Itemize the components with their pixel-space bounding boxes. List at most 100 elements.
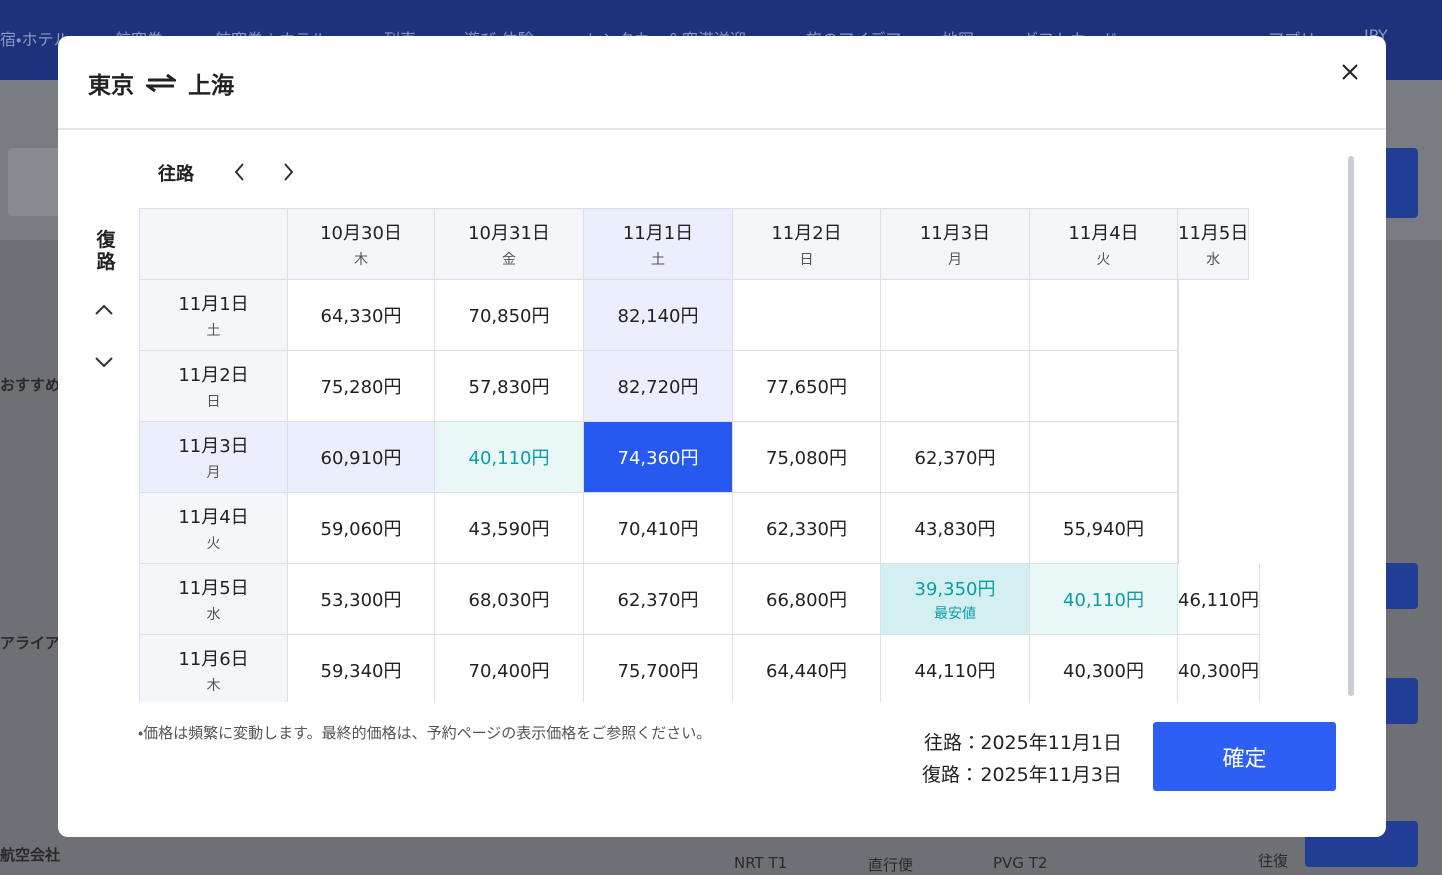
- price: 66,800円: [766, 590, 847, 611]
- down-button[interactable]: [92, 352, 116, 372]
- price: 40,300円: [1178, 661, 1259, 682]
- date: 11月5日: [178, 578, 249, 599]
- side-label: おすすめ: [0, 376, 61, 394]
- up-button[interactable]: [92, 300, 116, 320]
- price-cell[interactable]: 75,080円: [733, 422, 881, 493]
- price-cell[interactable]: 62,370円: [881, 422, 1030, 493]
- price: 70,410円: [617, 519, 699, 540]
- row-header: 11月4日火: [139, 493, 288, 564]
- price: 70,400円: [468, 661, 550, 682]
- price-cell: [1178, 493, 1179, 564]
- price-cell[interactable]: 40,110円: [1030, 564, 1178, 635]
- price-cell: [1030, 422, 1178, 493]
- price-cell[interactable]: 40,110円: [435, 422, 584, 493]
- date: 11月3日: [178, 436, 249, 457]
- price-cell[interactable]: 40,300円: [1178, 635, 1260, 702]
- price-cell[interactable]: 53,300円: [288, 564, 435, 635]
- price: 43,830円: [914, 519, 996, 540]
- price-cell[interactable]: 75,280円: [288, 351, 435, 422]
- price-cell[interactable]: 43,590円: [435, 493, 584, 564]
- price: 62,330円: [766, 519, 847, 540]
- price: 68,030円: [468, 590, 550, 611]
- price-cell[interactable]: 60,910円: [288, 422, 435, 493]
- price: 75,080円: [766, 448, 847, 469]
- destination: 上海: [188, 73, 234, 99]
- return-label: 復路: [96, 229, 116, 273]
- date: 11月3日: [919, 223, 991, 244]
- price-cell[interactable]: 66,800円: [733, 564, 881, 635]
- weekday: 木: [206, 678, 221, 694]
- price-cell: [1030, 280, 1178, 351]
- price-cell[interactable]: 70,410円: [584, 493, 733, 564]
- price-cell: [881, 351, 1030, 422]
- price-cell[interactable]: 68,030円: [435, 564, 584, 635]
- close-button[interactable]: [1338, 60, 1362, 84]
- price-cell[interactable]: 77,650円: [733, 351, 881, 422]
- column-header: 11月3日月: [881, 208, 1030, 280]
- price: 59,060円: [320, 519, 402, 540]
- price: 62,370円: [914, 448, 996, 469]
- bottom-text: PVG T2: [993, 854, 1048, 872]
- price-cell[interactable]: 43,830円: [881, 493, 1030, 564]
- weekday: 土: [206, 323, 221, 339]
- date: 11月4日: [178, 507, 249, 528]
- price-cell[interactable]: 39,350円 最安値: [881, 564, 1030, 635]
- column-header: 11月5日水: [1178, 208, 1250, 280]
- price-cell[interactable]: 64,440円: [733, 635, 881, 702]
- column-header: 10月31日金: [435, 208, 584, 280]
- price-cell[interactable]: 46,110円: [1178, 564, 1260, 635]
- price: 82,720円: [617, 377, 699, 398]
- price-cell[interactable]: 70,400円: [435, 635, 584, 702]
- bottom-text: 直行便: [868, 856, 914, 874]
- price-cell[interactable]: 59,340円: [288, 635, 435, 702]
- price: 39,350円: [914, 579, 996, 600]
- price: 75,280円: [320, 377, 402, 398]
- confirm-button[interactable]: 確定: [1153, 722, 1336, 791]
- weekday: 水: [206, 607, 221, 623]
- route-title: 東京 上海: [88, 66, 234, 100]
- next-button[interactable]: [278, 160, 298, 184]
- date: 11月1日: [178, 294, 249, 315]
- price-table: 10月30日木 10月31日金 11月1日土 11月2日日 11月3日月 11月4日火 11…: [139, 208, 1329, 702]
- price: 44,110円: [914, 661, 996, 682]
- price-cell: [1178, 280, 1179, 351]
- column-header: 11月4日火: [1030, 208, 1178, 280]
- price-cell[interactable]: 44,110円: [881, 635, 1030, 702]
- price-cell[interactable]: 62,370円: [584, 564, 733, 635]
- column-header: 10月30日木: [288, 208, 435, 280]
- price-cell[interactable]: 40,300円: [1030, 635, 1178, 702]
- weekday: 月: [206, 465, 221, 481]
- bottom-text: NRT T1: [734, 854, 788, 872]
- weekday: 土: [651, 252, 665, 268]
- price-cell[interactable]: 82,140円: [584, 280, 733, 351]
- bottom-text: 往復: [1258, 852, 1289, 870]
- price: 74,360円: [617, 448, 699, 469]
- date: 11月2日: [178, 365, 249, 386]
- price-cell[interactable]: 82,720円: [584, 351, 733, 422]
- price: 46,110円: [1178, 590, 1259, 611]
- row-header: 11月5日水: [139, 564, 288, 635]
- price-cell[interactable]: 75,700円: [584, 635, 733, 702]
- price-cell[interactable]: 59,060円: [288, 493, 435, 564]
- price-cell[interactable]: 55,940円: [1030, 493, 1178, 564]
- summary-label: 復路：: [922, 764, 980, 786]
- note: ・価格は頻繁に変動します。最終的価格は、予約ページの表示価格をご参照ください。: [138, 724, 712, 742]
- price-cell: [1178, 422, 1179, 493]
- nav-item: 宿・ホテル: [0, 30, 70, 49]
- price-cell[interactable]: 62,330円: [733, 493, 881, 564]
- button: [1380, 563, 1418, 609]
- price-cell: [1178, 351, 1179, 422]
- weekday: 日: [799, 252, 814, 268]
- price-cell[interactable]: 74,360円: [584, 422, 733, 493]
- price-cell[interactable]: 70,850円: [435, 280, 584, 351]
- price: 40,110円: [1063, 590, 1144, 611]
- price-cell[interactable]: 64,330円: [288, 280, 435, 351]
- origin: 東京: [88, 73, 134, 99]
- prev-button[interactable]: [230, 160, 250, 184]
- summary-label: 往路：: [924, 732, 982, 754]
- modal: 東京 上海 往路 復路 10月30日木 10月31日金 11月1日土 11月2日日 11…: [58, 36, 1386, 837]
- price-cell[interactable]: 57,830円: [435, 351, 584, 422]
- divider: [58, 128, 1386, 130]
- search-button: [1380, 148, 1418, 218]
